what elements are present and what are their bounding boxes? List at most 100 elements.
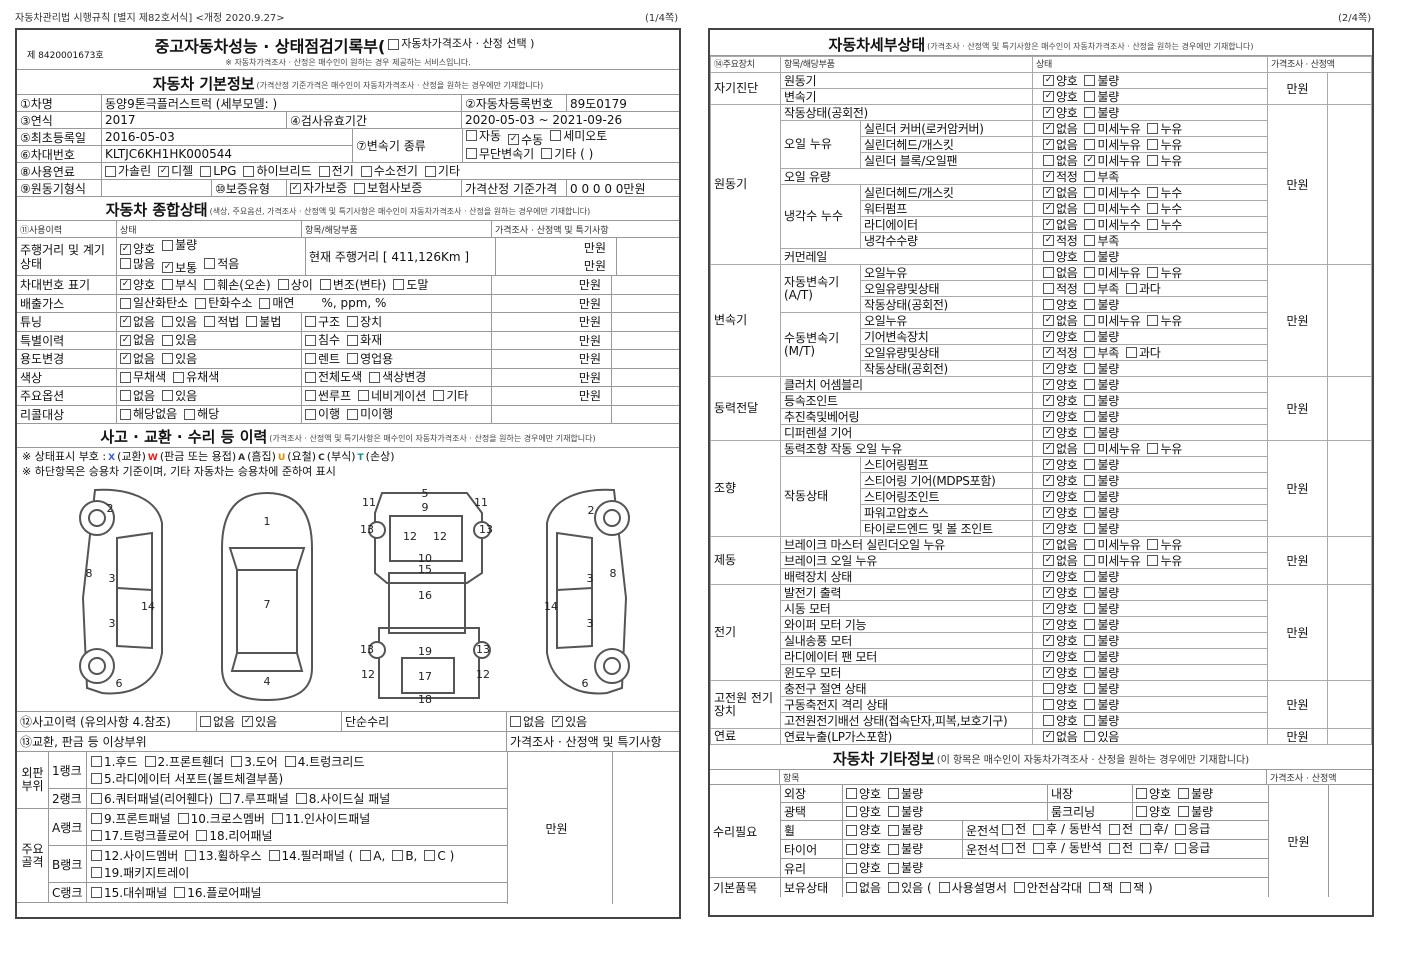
checkbox[interactable] <box>277 279 289 291</box>
checkbox-checked[interactable]: ✓ <box>1043 219 1054 230</box>
checkbox-option[interactable]: ✓ 디젤 <box>158 164 193 178</box>
checkbox[interactable] <box>1084 235 1096 246</box>
checkbox-checked[interactable]: ✓ <box>1043 651 1054 662</box>
checkbox-checked[interactable]: ✓ <box>1043 491 1054 502</box>
checkbox-checked[interactable]: ✓ <box>120 353 131 365</box>
checkbox-checked[interactable]: ✓ <box>1043 587 1054 598</box>
checkbox-option[interactable]: 누유 <box>1147 122 1182 136</box>
checkbox-option[interactable]: 불량 <box>1084 474 1119 488</box>
checkbox-option[interactable]: 부식 <box>162 278 197 292</box>
checkbox[interactable] <box>295 793 307 804</box>
checkbox[interactable] <box>1089 882 1101 893</box>
checkbox[interactable] <box>1084 731 1096 742</box>
checkbox[interactable] <box>1084 315 1096 326</box>
checkbox[interactable] <box>424 165 436 177</box>
checkbox[interactable] <box>231 756 243 767</box>
part-number-12[interactable]: 12 <box>403 530 417 543</box>
checkbox-option[interactable]: 10.크로스멤버 <box>177 812 265 826</box>
checkbox[interactable] <box>1109 842 1121 854</box>
checkbox[interactable] <box>360 165 372 177</box>
checkbox-option[interactable]: 8.사이드실 패널 <box>295 792 390 806</box>
checkbox[interactable] <box>1084 347 1096 358</box>
checkbox[interactable] <box>120 258 131 270</box>
checkbox-option[interactable]: 불량 <box>1084 74 1119 88</box>
checkbox-checked[interactable]: ✓ <box>1043 171 1054 182</box>
checkbox-option[interactable]: 불량 <box>162 238 197 252</box>
checkbox[interactable] <box>120 371 131 383</box>
checkbox-checked[interactable]: ✓ <box>120 334 131 346</box>
checkbox-option[interactable]: 세미오토 <box>550 129 607 143</box>
checkbox[interactable] <box>1084 443 1096 454</box>
checkbox-option[interactable]: 침수 <box>305 333 340 347</box>
part-number-13[interactable]: 13 <box>360 523 374 536</box>
checkbox[interactable] <box>846 788 857 799</box>
checkbox-option[interactable]: 불량 <box>1084 426 1119 440</box>
checkbox-option[interactable]: ✓ 양호 <box>1043 410 1078 424</box>
checkbox-option[interactable]: ✓ 자가보증 <box>290 181 347 195</box>
checkbox[interactable] <box>162 316 174 328</box>
checkbox[interactable] <box>204 316 216 328</box>
checkbox[interactable] <box>162 390 174 402</box>
checkbox-option[interactable]: 불량 <box>1084 458 1119 472</box>
checkbox-option[interactable]: 11.인사이드패널 <box>271 812 370 826</box>
checkbox-option[interactable]: 있음 <box>1084 730 1119 744</box>
checkbox-option[interactable]: 불량 <box>888 823 923 837</box>
checkbox[interactable] <box>91 773 102 784</box>
checkbox-option[interactable]: 양호 <box>1043 250 1078 264</box>
checkbox-option[interactable]: 전체도색 <box>305 370 362 384</box>
checkbox-option[interactable]: ✓ 없음 <box>1043 122 1078 136</box>
checkbox-option[interactable]: 불량 <box>1084 378 1119 392</box>
checkbox-option[interactable]: C ) <box>424 849 454 863</box>
checkbox-option[interactable]: ✓ 없음 <box>1043 538 1078 552</box>
checkbox-option[interactable]: 미세누유 <box>1084 138 1141 152</box>
checkbox[interactable] <box>177 813 189 824</box>
checkbox[interactable] <box>174 887 186 898</box>
checkbox-option[interactable]: 안전삼각대 <box>1013 881 1082 895</box>
checkbox-option[interactable]: ✓ 양호 <box>1043 602 1078 616</box>
checkbox[interactable] <box>1178 806 1190 817</box>
part-number-14[interactable]: 14 <box>544 600 558 613</box>
checkbox[interactable] <box>846 806 857 817</box>
checkbox-option[interactable]: 양호 <box>1043 682 1078 696</box>
part-number-13[interactable]: 13 <box>360 643 374 656</box>
checkbox-option[interactable]: 장치 <box>347 315 382 329</box>
checkbox-option[interactable]: 없음 <box>1043 266 1078 280</box>
checkbox-checked[interactable]: ✓ <box>1043 507 1054 518</box>
checkbox-option[interactable]: 불량 <box>1084 362 1119 376</box>
checkbox[interactable] <box>305 371 316 383</box>
checkbox-option[interactable]: ✓ 양호 <box>1043 394 1078 408</box>
checkbox-option[interactable]: 후 / 동반석 <box>1033 822 1102 836</box>
checkbox-option[interactable]: 양호 <box>1136 787 1171 801</box>
checkbox-option[interactable]: 불량 <box>888 842 923 856</box>
checkbox-option[interactable]: 불량 <box>1084 650 1119 664</box>
checkbox-option[interactable]: ✓ 적정 <box>1043 346 1078 360</box>
checkbox-option[interactable]: 기타 ( ) <box>541 147 593 161</box>
checkbox-option[interactable]: 전기 <box>318 164 354 178</box>
checkbox-checked[interactable]: ✓ <box>162 262 174 274</box>
checkbox-option[interactable]: 없음 <box>200 715 235 729</box>
checkbox-checked[interactable]: ✓ <box>1084 155 1096 166</box>
checkbox-option[interactable]: 양호 <box>1043 698 1078 712</box>
checkbox[interactable] <box>271 813 283 824</box>
checkbox-option[interactable]: ✓ 양호 <box>1043 458 1078 472</box>
checkbox[interactable] <box>888 882 900 893</box>
checkbox[interactable] <box>1084 91 1096 102</box>
checkbox[interactable] <box>305 408 316 420</box>
checkbox-option[interactable]: 불량 <box>1084 586 1119 600</box>
checkbox-option[interactable]: 색상변경 <box>369 370 426 384</box>
checkbox[interactable] <box>938 882 950 893</box>
checkbox-option[interactable]: ✓ 양호 <box>1043 426 1078 440</box>
checkbox[interactable] <box>1084 219 1096 230</box>
checkbox-option[interactable]: 해당없음 <box>120 407 177 421</box>
checkbox-option[interactable]: 미세누수 <box>1084 186 1141 200</box>
checkbox[interactable] <box>1084 203 1096 214</box>
checkbox-option[interactable]: 누유 <box>1147 442 1182 456</box>
checkbox-option[interactable]: ✓ 없음 <box>120 352 155 366</box>
checkbox[interactable] <box>1084 379 1096 390</box>
checkbox[interactable] <box>1084 603 1096 614</box>
checkbox-option[interactable]: ✓ 양호 <box>1043 570 1078 584</box>
part-number-4[interactable]: 4 <box>264 675 271 688</box>
checkbox-option[interactable]: 양호 <box>1136 805 1171 819</box>
checkbox-option[interactable]: 일산화탄소 <box>120 296 188 310</box>
part-number-2[interactable]: 2 <box>588 504 595 517</box>
